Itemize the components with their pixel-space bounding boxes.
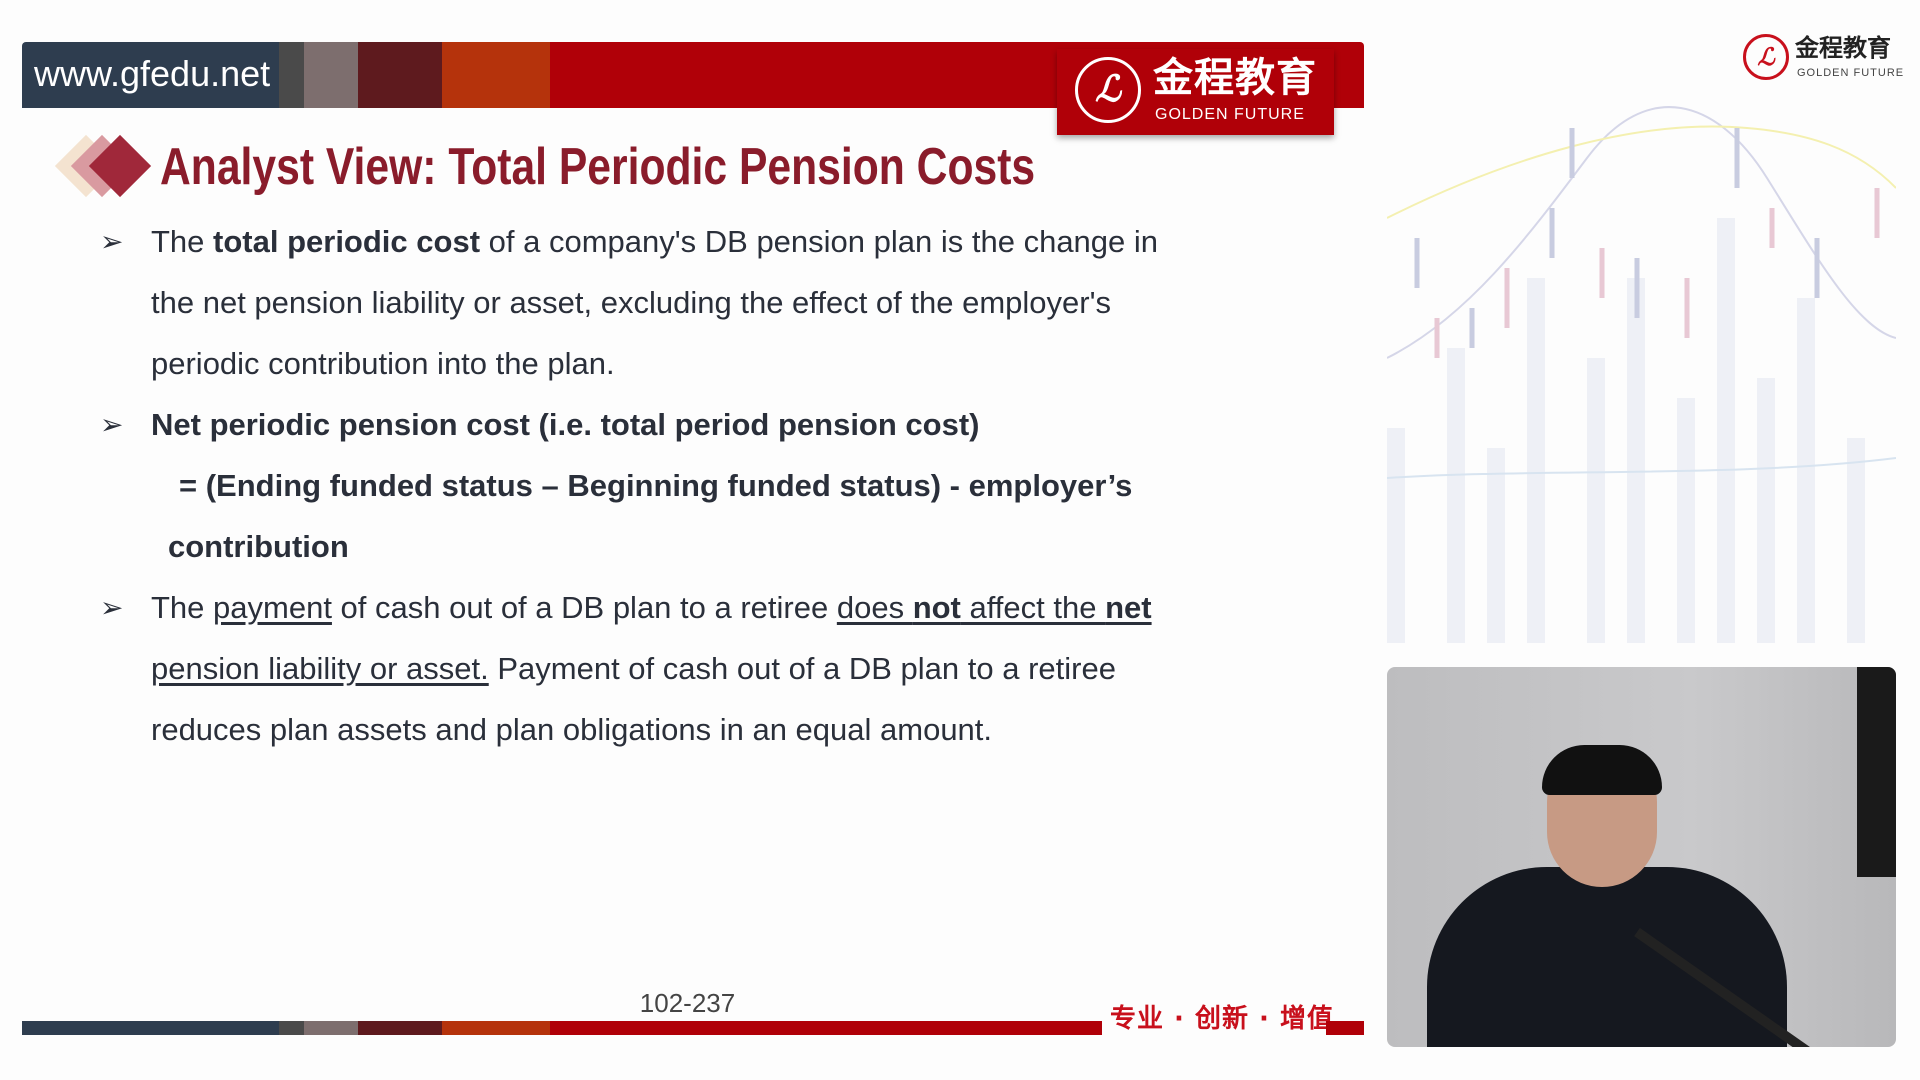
- bar-segment: [22, 1021, 279, 1035]
- slogan: 专业 · 创新 · 增值: [1110, 1004, 1334, 1034]
- text-segment: The: [151, 224, 214, 259]
- slide-title: Analyst View: Total Periodic Pension Cos…: [160, 138, 1036, 196]
- bullet-text-line: the net pension liability or asset, excl…: [151, 283, 1111, 323]
- logo-english-text: GOLDEN FUTURE: [1155, 106, 1305, 123]
- bullet-text-line: The payment of cash out of a DB plan to …: [151, 588, 1152, 628]
- text-segment: Net periodic pension cost (i.e. total pe…: [151, 407, 980, 442]
- text-segment: contribution: [168, 529, 349, 564]
- text-segment: does: [836, 590, 913, 625]
- bar-segment: [358, 42, 442, 108]
- bullet-arrow-icon: ➢: [100, 409, 124, 440]
- bullet-text-line: contribution: [168, 527, 349, 567]
- corner-logo-chinese: 金程教育: [1795, 34, 1891, 62]
- text-segment: reduces plan assets and plan obligations…: [151, 712, 993, 747]
- bullet-text-line: periodic contribution into the plan.: [151, 344, 615, 384]
- presenter-body: [1427, 867, 1787, 1047]
- text-segment: of a company's DB pension plan is the ch…: [480, 224, 1159, 259]
- bullet-text-line: pension liability or asset. Payment of c…: [151, 649, 1116, 689]
- corner-logo-english: GOLDEN FUTURE: [1797, 67, 1905, 79]
- bar-segment: [550, 1021, 1102, 1035]
- bullet-arrow-icon: ➢: [100, 592, 124, 623]
- logo-chinese-text: 金程教育: [1153, 55, 1317, 101]
- decorative-stock-chart: [1387, 106, 1896, 643]
- text-segment: of cash out of a DB plan to a retiree: [331, 590, 837, 625]
- website-url: www.gfedu.net: [34, 53, 271, 94]
- bar-segment: [304, 1021, 358, 1035]
- text-segment: Payment of cash out of a DB plan to a re…: [488, 651, 1116, 686]
- bar-segment: [279, 1021, 304, 1035]
- bullet-text-line: reduces plan assets and plan obligations…: [151, 710, 992, 750]
- logo-seal-icon: ℒ: [1743, 34, 1789, 80]
- text-segment: net: [1105, 590, 1152, 625]
- logo-seal-icon: ℒ: [1075, 57, 1141, 123]
- bar-segment: [1326, 1021, 1364, 1035]
- bullet-text-line: Net periodic pension cost (i.e. total pe…: [151, 405, 979, 445]
- bar-segment: [442, 1021, 550, 1035]
- background-screen: [1857, 667, 1896, 877]
- presenter-webcam-video: [1387, 667, 1896, 1047]
- bar-segment: [358, 1021, 442, 1035]
- text-segment: periodic contribution into the plan.: [151, 346, 615, 381]
- text-segment: affect the: [960, 590, 1106, 625]
- bullet-arrow-icon: ➢: [100, 226, 124, 257]
- bar-segment: [279, 42, 304, 108]
- text-segment: pension liability or asset.: [151, 651, 489, 686]
- page-number: 102-237: [639, 988, 736, 1018]
- bar-segment: [442, 42, 550, 108]
- bar-segment: [22, 42, 279, 108]
- text-segment: payment: [213, 590, 332, 625]
- bullet-text-line: = (Ending funded status – Beginning fund…: [179, 466, 1132, 506]
- text-segment: the net pension liability or asset, excl…: [151, 285, 1112, 320]
- presenter-hair: [1542, 745, 1662, 795]
- brand-logo: ℒ 金程教育 GOLDEN FUTURE: [1057, 49, 1334, 135]
- bar-segment: [304, 42, 358, 108]
- footer-color-bar: [22, 1021, 1102, 1035]
- corner-logo: ℒ 金程教育 GOLDEN FUTURE: [1739, 34, 1904, 84]
- bullet-text-line: The total periodic cost of a company's D…: [151, 222, 1158, 262]
- text-segment: The: [151, 590, 214, 625]
- text-segment: = (Ending funded status – Beginning fund…: [179, 468, 1133, 503]
- text-segment: total periodic cost: [213, 224, 481, 259]
- text-segment: not: [912, 590, 961, 625]
